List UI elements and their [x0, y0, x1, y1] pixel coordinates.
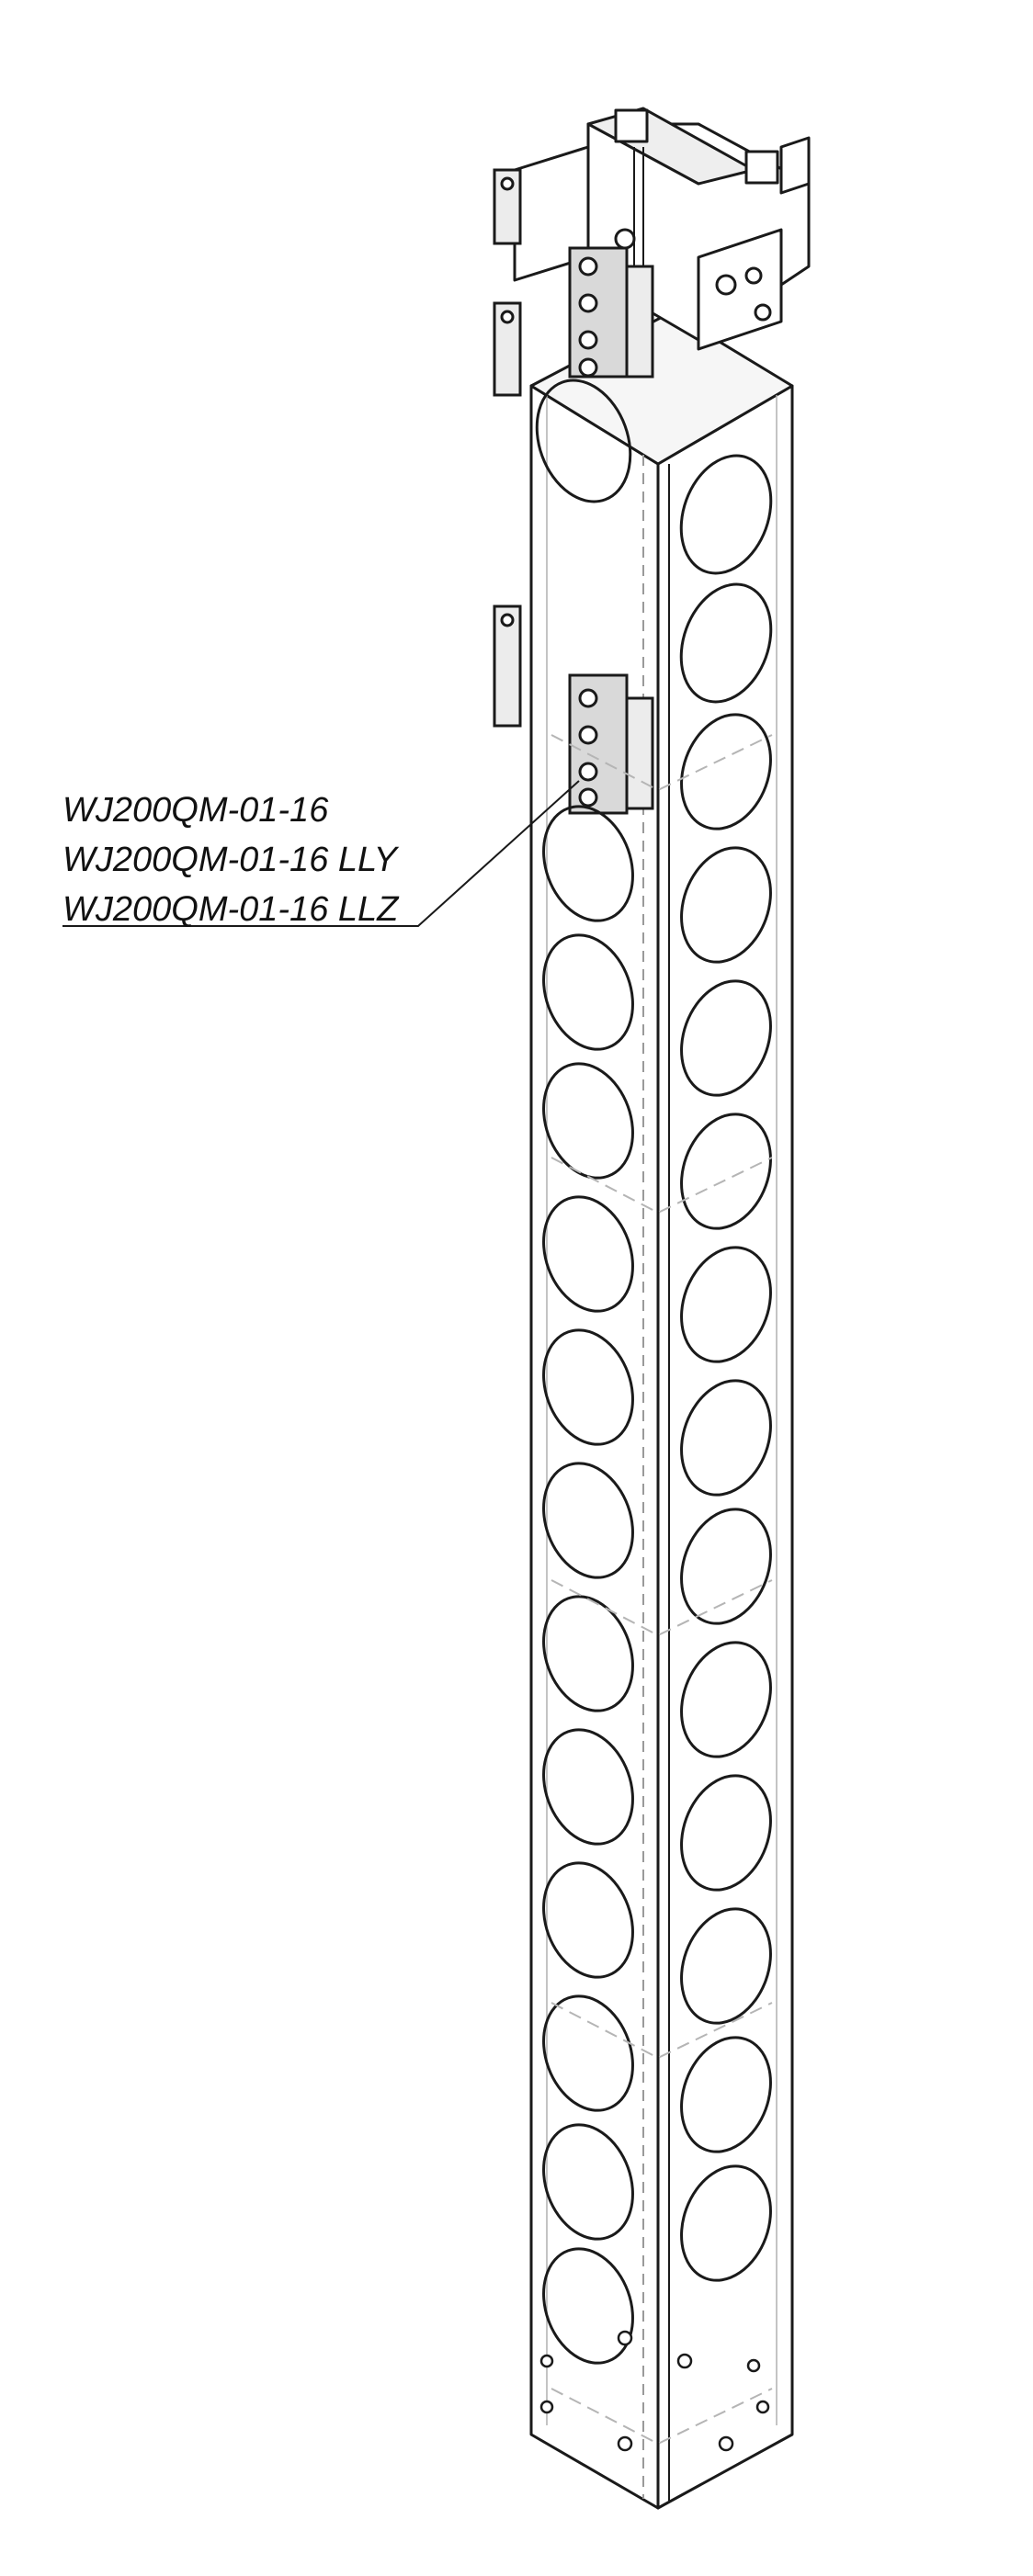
callout-leader — [62, 780, 580, 927]
base-holes — [539, 2330, 770, 2452]
top-frame — [513, 107, 811, 351]
part-label-3: WJ200QM-01-16 LLZ — [62, 890, 399, 929]
upper-clamp — [568, 246, 654, 378]
mid-clamp — [568, 673, 654, 815]
hidden-bracing — [551, 734, 773, 2446]
side-brackets — [493, 168, 522, 728]
left-face-holes — [535, 378, 634, 2365]
right-face-holes — [679, 454, 773, 2282]
part-label-1: WJ200QM-01-16 — [62, 791, 329, 830]
part-label-2: WJ200QM-01-16 LLY — [62, 841, 398, 879]
column-right-face — [656, 384, 794, 2510]
